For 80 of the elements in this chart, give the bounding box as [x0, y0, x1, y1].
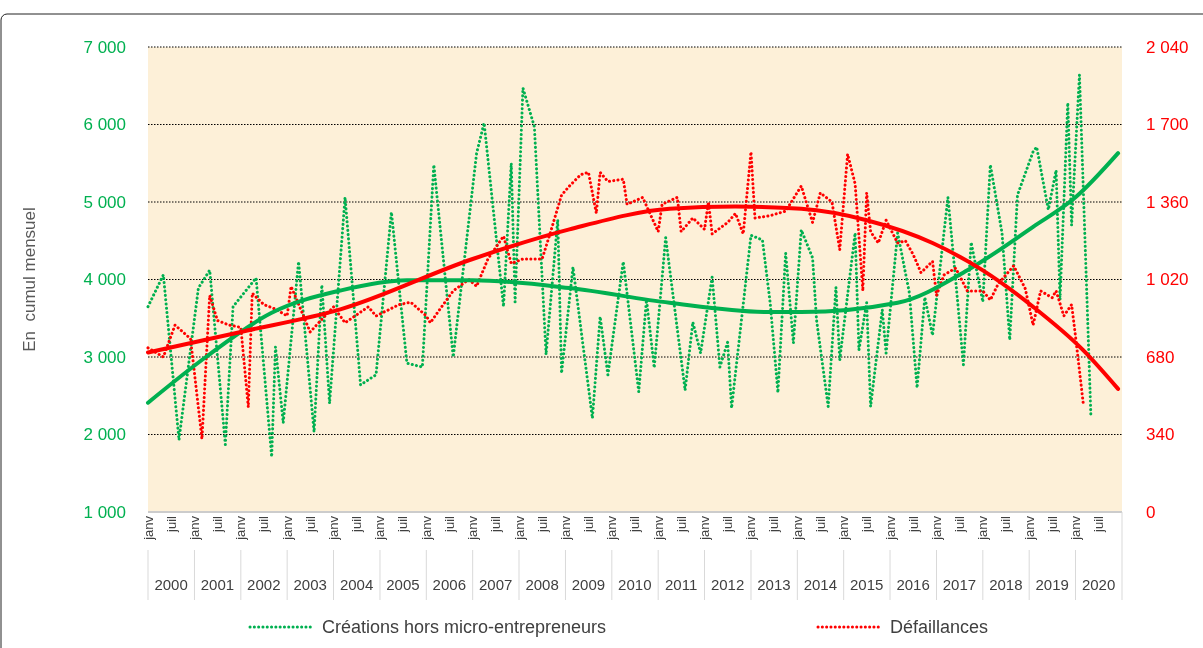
x-tick-label: juil: [1091, 515, 1107, 533]
x2-tick-label: 2005: [386, 576, 420, 593]
x2-tick-label: 2012: [710, 576, 745, 593]
x-tick-label: juil: [673, 515, 689, 533]
x2-tick-label: 2015: [849, 576, 884, 593]
x-tick-label: janv: [1021, 515, 1037, 541]
x-tick-label: juil: [395, 515, 411, 533]
x2-tick-label: 2007: [478, 576, 513, 593]
x2-tick-label: 2019: [1035, 576, 1069, 593]
x-tick-label: janv: [233, 515, 249, 541]
x-tick-label: juil: [488, 515, 504, 533]
x-tick-label: juil: [998, 515, 1014, 533]
x-tick-label: janv: [882, 515, 898, 541]
x-tick-label: janv: [140, 515, 156, 541]
y-tick-label: 4 000: [83, 270, 126, 289]
x2-tick-label: 2006: [432, 576, 466, 593]
y2-tick-label: 2 040: [1146, 37, 1189, 57]
y-tick-label: 2 000: [83, 425, 126, 444]
x2-tick-label: 2009: [571, 576, 606, 593]
x-tick-label: juil: [256, 515, 272, 533]
x-tick-label: janv: [372, 515, 388, 541]
y2-tick-label: 340: [1146, 425, 1175, 444]
x-tick-label: janv: [836, 515, 852, 541]
x-tick-label: janv: [650, 515, 666, 541]
x2-tick-label: 2018: [989, 576, 1023, 593]
x2-tick-label: 2002: [247, 576, 281, 593]
x-tick-label: juil: [720, 515, 736, 533]
x-tick-label: juil: [859, 515, 875, 533]
x2-tick-label: 2011: [665, 576, 698, 593]
x-tick-label: juil: [209, 515, 225, 533]
x2-tick-label: 2004: [339, 576, 374, 593]
y2-tick-label: 1 700: [1146, 115, 1189, 134]
x-tick-label: janv: [465, 515, 481, 541]
y2-tick-label: 680: [1146, 347, 1175, 367]
x2-tick-label: 2010: [618, 576, 652, 593]
y-tick-label: 1 000: [83, 502, 126, 522]
legend-label: Créations hors micro-entrepreneurs: [322, 617, 607, 637]
y-tick-label: 6 000: [83, 115, 126, 134]
y-tick-label: 7 000: [83, 37, 126, 57]
x2-tick-label: 2020: [1081, 576, 1116, 593]
x2-tick-label: 2003: [293, 576, 327, 593]
x-tick-label: janv: [1068, 515, 1084, 541]
y2-tick-label: 1 020: [1146, 270, 1189, 289]
y-tick-label: 5 000: [83, 192, 126, 212]
x-tick-label: juil: [349, 515, 365, 533]
x-tick-label: juil: [580, 515, 596, 533]
x-tick-label: juil: [534, 515, 550, 533]
x2-tick-label: 2008: [525, 576, 559, 593]
x2-tick-label: 2016: [896, 576, 930, 593]
x-tick-label: juil: [302, 515, 318, 533]
x-tick-label: janv: [975, 515, 991, 541]
x-tick-label: janv: [186, 515, 202, 541]
y2-tick-label: 1 360: [1146, 192, 1189, 212]
legend-label: Défaillances: [890, 617, 989, 637]
x-tick-label: juil: [766, 515, 782, 533]
x2-tick-label: 2001: [200, 576, 235, 593]
x-tick-label: janv: [279, 515, 295, 541]
x-tick-label: janv: [511, 515, 527, 541]
x2-tick-label: 2017: [942, 576, 977, 593]
x-tick-label: janv: [789, 515, 805, 541]
x-tick-label: janv: [928, 515, 944, 541]
x-tick-label: janv: [418, 515, 434, 541]
x-tick-label: juil: [951, 515, 967, 533]
x-tick-label: janv: [697, 515, 713, 541]
x-tick-label: juil: [905, 515, 921, 533]
y-axis-title: En cumul mensuel: [20, 207, 39, 352]
x-tick-label: juil: [163, 515, 179, 533]
x-tick-label: juil: [1044, 515, 1060, 533]
x-tick-label: juil: [441, 515, 457, 533]
x2-tick-label: 2013: [757, 576, 791, 593]
x-tick-label: juil: [627, 515, 643, 533]
x-tick-label: janv: [604, 515, 620, 541]
x-tick-label: janv: [557, 515, 573, 541]
x-tick-label: juil: [812, 515, 828, 533]
x-tick-label: janv: [326, 515, 342, 541]
y-tick-label: 3 000: [83, 347, 126, 367]
y2-tick-label: 0: [1146, 502, 1156, 522]
x2-tick-label: 2000: [154, 576, 188, 593]
x-tick-label: janv: [743, 515, 759, 541]
x2-tick-label: 2014: [803, 576, 837, 593]
